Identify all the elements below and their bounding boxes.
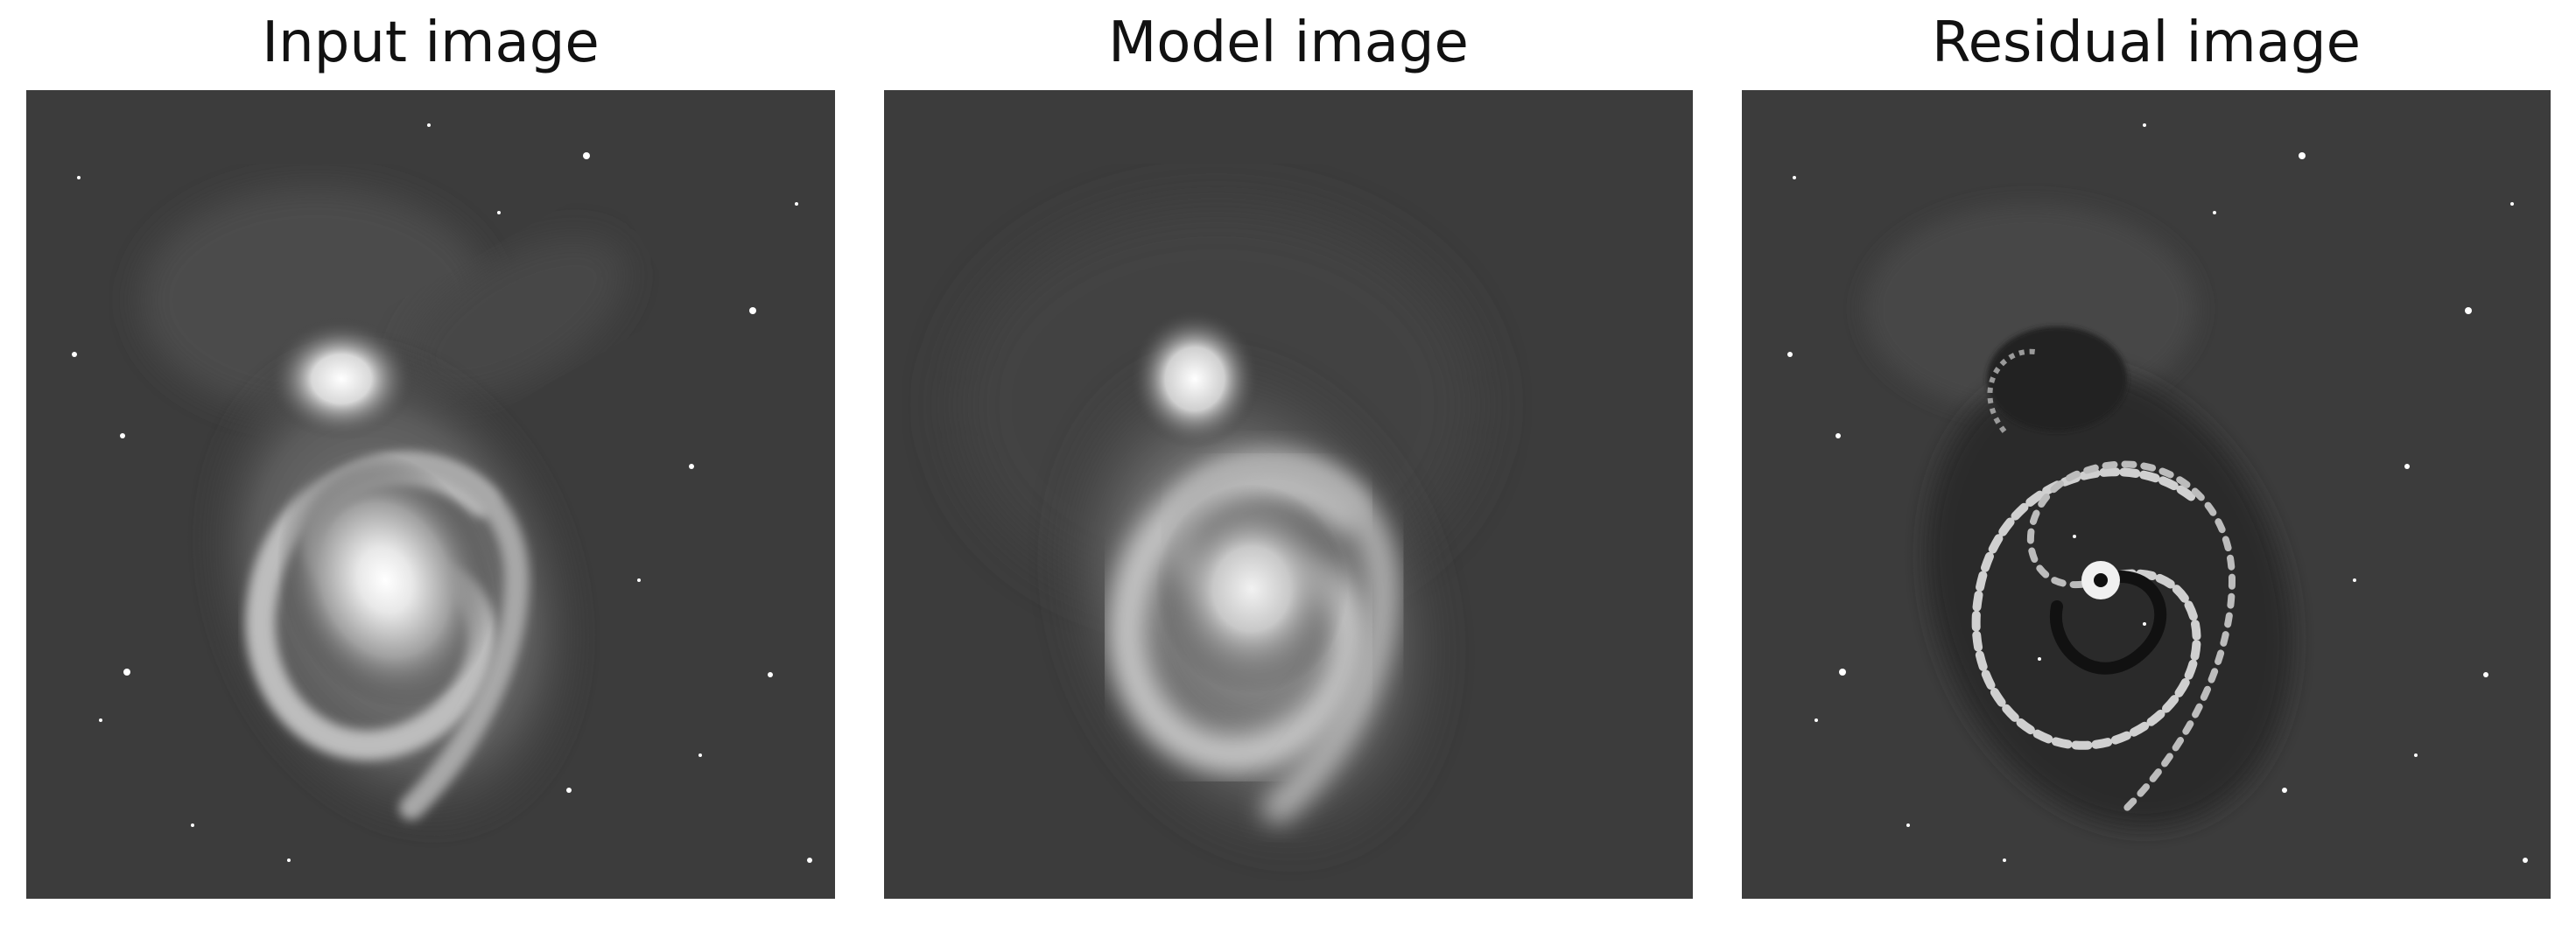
input-image-title: Input image [262,11,600,75]
input-image [26,90,835,899]
model-panel: Model image [884,0,1693,925]
model-image-title: Model image [1108,11,1469,75]
model-image [884,90,1693,899]
model-galaxy-image [884,90,1693,899]
residual-image-title: Residual image [1932,11,2361,75]
input-panel: Input image [26,0,835,925]
residual-panel: Residual image [1742,0,2551,925]
residual-image [1742,90,2551,899]
input-galaxy-image [26,90,835,899]
residual-galaxy-image [1742,90,2551,899]
